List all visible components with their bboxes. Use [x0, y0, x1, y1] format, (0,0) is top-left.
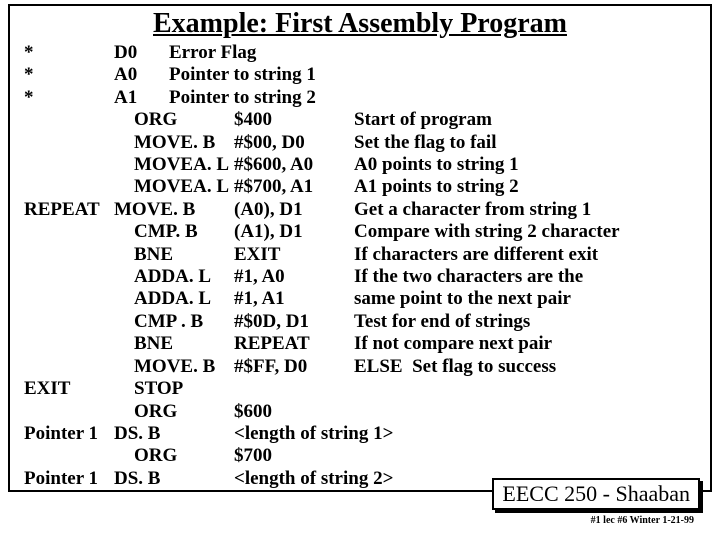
label-col: * — [24, 42, 114, 64]
operand-col: (A1), D1 — [234, 221, 354, 243]
operand-col: #$600, A0 — [234, 154, 354, 176]
opcode-col: MOVE. B — [114, 356, 234, 378]
register-col: A0 — [114, 64, 169, 86]
code-row: MOVE. B#$00, D0Set the flag to fail — [24, 132, 702, 154]
opcode-col: STOP — [114, 378, 234, 400]
opcode-col: MOVEA. L — [114, 176, 234, 198]
opcode-col: MOVEA. L — [114, 154, 234, 176]
code-row: ORG$400Start of program — [24, 109, 702, 131]
label-col — [24, 132, 114, 154]
opcode-col: MOVE. B — [114, 199, 234, 221]
label-col: REPEAT — [24, 199, 114, 221]
code-row: MOVEA. L#$600, A0A0 points to string 1 — [24, 154, 702, 176]
label-col — [24, 109, 114, 131]
label-col: EXIT — [24, 378, 114, 400]
opcode-col: ORG — [114, 445, 234, 467]
register-col: D0 — [114, 42, 169, 64]
code-row: *A0Pointer to string 1 — [24, 64, 702, 86]
opcode-col: DS. B — [114, 468, 234, 490]
opcode-col: DS. B — [114, 423, 234, 445]
code-row: MOVE. B#$FF, D0ELSE Set flag to success — [24, 356, 702, 378]
course-badge: EECC 250 - Shaaban — [492, 478, 700, 510]
operand-col: #$00, D0 — [234, 132, 354, 154]
code-row: *D0Error Flag — [24, 42, 702, 64]
code-listing: *D0Error Flag*A0Pointer to string 1*A1Po… — [10, 42, 710, 494]
operand-col: #$700, A1 — [234, 176, 354, 198]
label-col — [24, 154, 114, 176]
label-col: Pointer 1 — [24, 468, 114, 490]
operand-col: $700 — [234, 445, 702, 467]
opcode-col: BNE — [114, 333, 234, 355]
opcode-col: CMP. B — [114, 221, 234, 243]
operand-col: <length of string 1> — [234, 423, 702, 445]
comment-col: If not compare next pair — [354, 333, 702, 355]
opcode-col: MOVE. B — [114, 132, 234, 154]
operand-col: $600 — [234, 401, 702, 423]
label-col — [24, 333, 114, 355]
code-row: MOVEA. L#$700, A1A1 points to string 2 — [24, 176, 702, 198]
operand-col: EXIT — [234, 244, 354, 266]
comment-col: Start of program — [354, 109, 702, 131]
operand-col: #$FF, D0 — [234, 356, 354, 378]
code-row: ORG$600 — [24, 401, 702, 423]
code-row: REPEATMOVE. B(A0), D1Get a character fro… — [24, 199, 702, 221]
opcode-col: ORG — [114, 109, 234, 131]
comment-col: If characters are different exit — [354, 244, 702, 266]
label-col — [24, 401, 114, 423]
code-row: BNEEXITIf characters are different exit — [24, 244, 702, 266]
slide-frame: Example: First Assembly Program *D0Error… — [8, 4, 712, 492]
opcode-col: ORG — [114, 401, 234, 423]
code-row: CMP . B#$0D, D1Test for end of strings — [24, 311, 702, 333]
operand-col: #$0D, D1 — [234, 311, 354, 333]
comment-col: A0 points to string 1 — [354, 154, 702, 176]
label-col: Pointer 1 — [24, 423, 114, 445]
register-col: A1 — [114, 87, 169, 109]
desc-col: Pointer to string 1 — [169, 64, 316, 86]
label-col — [24, 445, 114, 467]
opcode-col: ADDA. L — [114, 288, 234, 310]
label-col — [24, 266, 114, 288]
label-col — [24, 221, 114, 243]
comment-col: If the two characters are the — [354, 266, 702, 288]
code-row: *A1Pointer to string 2 — [24, 87, 702, 109]
label-col — [24, 311, 114, 333]
code-row: ADDA. L#1, A1same point to the next pair — [24, 288, 702, 310]
code-row: CMP. B(A1), D1Compare with string 2 char… — [24, 221, 702, 243]
code-row: ADDA. L#1, A0If the two characters are t… — [24, 266, 702, 288]
comment-col: ELSE Set flag to success — [354, 356, 702, 378]
code-row: EXITSTOP — [24, 378, 702, 400]
desc-col: Pointer to string 2 — [169, 87, 316, 109]
label-col: * — [24, 64, 114, 86]
comment-col: A1 points to string 2 — [354, 176, 702, 198]
label-col — [24, 244, 114, 266]
operand-col: #1, A1 — [234, 288, 354, 310]
label-col — [24, 288, 114, 310]
operand-col — [234, 378, 702, 400]
label-col — [24, 356, 114, 378]
comment-col: Set the flag to fail — [354, 132, 702, 154]
desc-col: Error Flag — [169, 42, 256, 64]
label-col: * — [24, 87, 114, 109]
lecture-info: #1 lec #6 Winter 1-21-99 — [591, 515, 694, 526]
comment-col: Compare with string 2 character — [354, 221, 702, 243]
code-row: Pointer 1DS. B<length of string 1> — [24, 423, 702, 445]
slide-title: Example: First Assembly Program — [10, 6, 710, 42]
operand-col: REPEAT — [234, 333, 354, 355]
comment-col: same point to the next pair — [354, 288, 702, 310]
code-row: ORG$700 — [24, 445, 702, 467]
opcode-col: ADDA. L — [114, 266, 234, 288]
opcode-col: BNE — [114, 244, 234, 266]
code-row: BNEREPEATIf not compare next pair — [24, 333, 702, 355]
operand-col: #1, A0 — [234, 266, 354, 288]
opcode-col: CMP . B — [114, 311, 234, 333]
comment-col: Get a character from string 1 — [354, 199, 702, 221]
operand-col: (A0), D1 — [234, 199, 354, 221]
comment-col: Test for end of strings — [354, 311, 702, 333]
operand-col: $400 — [234, 109, 354, 131]
label-col — [24, 176, 114, 198]
